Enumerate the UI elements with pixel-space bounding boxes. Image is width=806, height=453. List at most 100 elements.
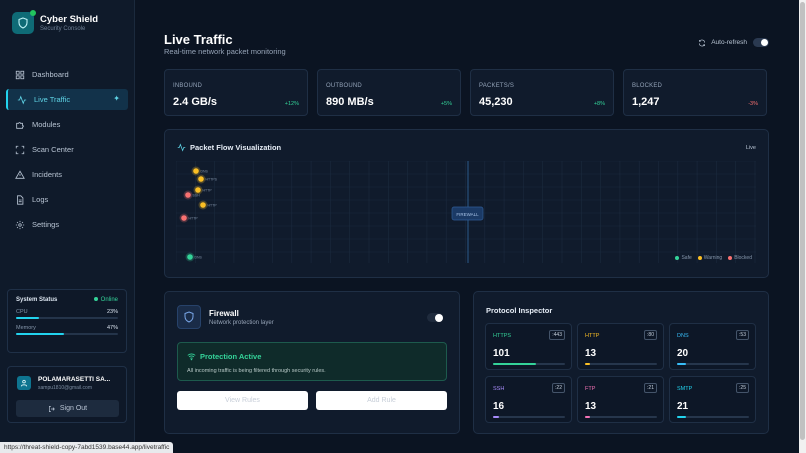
packet-warning: HTTP (193, 185, 212, 195)
user-name: POLAMARASETTI SA... (38, 376, 111, 383)
protocol-name: FTP (585, 386, 596, 392)
status-badge: Online (94, 297, 118, 303)
packet-label: DNS (195, 256, 203, 260)
stat-label: OUTBOUND (326, 83, 362, 89)
protocol-bar-fill (585, 363, 591, 365)
alert-icon (15, 169, 25, 179)
legend-blocked: Blocked (728, 255, 752, 261)
stat-delta: -3% (748, 101, 758, 107)
sidebar-nav: Dashboard Live Traffic ✦ Modules Scan Ce… (6, 64, 128, 239)
legend-safe: Safe (675, 255, 692, 261)
protocol-card-smtp[interactable]: SMTP :25 21 (669, 376, 756, 423)
stat-card-packets: PACKETS/S 45,230 +8% (470, 69, 614, 116)
protocol-card-ssh[interactable]: SSH :22 16 (485, 376, 572, 423)
grid-icon (15, 70, 25, 79)
protection-active-banner: Protection Active All incoming traffic i… (177, 342, 447, 381)
stat-value: 45,230 (479, 96, 513, 108)
activity-icon (17, 94, 27, 105)
scan-icon (15, 145, 25, 154)
packet-warning: HTTPS (196, 174, 218, 184)
firewall-node (451, 206, 484, 221)
toggle-knob (761, 39, 768, 46)
protocol-card-http[interactable]: HTTP :80 13 (577, 323, 664, 370)
packet-flow-title-text: Packet Flow Visualization (190, 143, 282, 152)
sidebar-item-scan-center[interactable]: Scan Center (6, 139, 128, 160)
packet-warning: HTTP (198, 200, 217, 210)
firewall-toggle[interactable] (427, 313, 443, 322)
memory-meter: Memory 47% (16, 325, 118, 335)
view-rules-button[interactable]: View Rules (177, 391, 308, 410)
stat-value: 890 MB/s (326, 96, 374, 108)
stat-value: 1,247 (632, 96, 660, 108)
sign-out-button[interactable]: Sign Out (16, 400, 119, 417)
protocol-bar-fill (585, 416, 591, 418)
protocol-bar-fill (493, 363, 537, 365)
sidebar-item-label: Settings (32, 220, 60, 229)
main-content: Live Traffic Real-time network packet mo… (135, 0, 799, 453)
firewall-title: Firewall (209, 309, 239, 318)
sign-out-label: Sign Out (59, 405, 88, 412)
sidebar-item-label: Modules (32, 120, 61, 129)
logout-icon (48, 405, 55, 412)
online-dot (30, 10, 36, 16)
protocol-card-https[interactable]: HTTPS :443 101 (485, 323, 572, 370)
flow-legend: Safe Warning Blocked (669, 255, 752, 261)
legend-label: Warning (703, 255, 723, 261)
protocol-port: :25 (736, 383, 749, 393)
add-rule-button[interactable]: Add Rule (316, 391, 447, 410)
sidebar-item-label: Live Traffic (34, 95, 71, 104)
page-scrollbar[interactable] (799, 0, 806, 453)
protocol-bar-fill (493, 416, 500, 418)
refresh-icon (699, 39, 706, 46)
system-status-card: System Status Online CPU 23% Memory 47% (7, 289, 127, 353)
stat-card-blocked: BLOCKED 1,247 -3% (623, 69, 767, 116)
stat-value: 2.4 GB/s (173, 96, 218, 108)
stat-card-outbound: OUTBOUND 890 MB/s +5% (317, 69, 461, 116)
avatar (17, 376, 31, 390)
packet-label: SSH (193, 194, 201, 198)
cpu-meter: CPU 23% (16, 309, 118, 319)
sidebar-item-settings[interactable]: Settings (6, 214, 128, 235)
page-title: Live Traffic (164, 32, 233, 47)
shield-icon (177, 305, 201, 329)
protocol-port: :53 (736, 330, 749, 340)
browser-status-url: https://threat-shield-copy-7abd1539.base… (0, 442, 174, 453)
cpu-bar-fill (16, 317, 40, 319)
protocol-port: :22 (552, 383, 565, 393)
protocol-grid: HTTPS :443 101 HTTP :80 13 DNS :53 20 SS… (485, 323, 756, 423)
sparkle-icon: ✦ (113, 94, 120, 103)
sidebar-item-label: Dashboard (32, 70, 69, 79)
protocol-card-ftp[interactable]: FTP :21 13 (577, 376, 664, 423)
protection-text: All incoming traffic is being filtered t… (187, 368, 326, 374)
system-status-title: System Status (16, 297, 58, 303)
live-indicator: Live (745, 145, 756, 151)
sidebar-item-modules[interactable]: Modules (6, 114, 128, 135)
packet-warning: DNS (191, 166, 209, 176)
scrollbar-thumb[interactable] (800, 2, 805, 440)
protocol-count: 20 (677, 348, 689, 359)
stat-delta: +8% (593, 101, 605, 107)
wifi-icon (187, 353, 196, 361)
protocol-count: 21 (677, 401, 689, 412)
user-email: sampu1810@gmail.com (38, 385, 92, 391)
protection-title-text: Protection Active (200, 352, 262, 361)
packet-label: DNS (201, 170, 209, 174)
sidebar-item-live-traffic[interactable]: Live Traffic ✦ (6, 89, 128, 110)
protocol-card-dns[interactable]: DNS :53 20 (669, 323, 756, 370)
protocol-port: :80 (644, 330, 657, 340)
sidebar-item-label: Logs (32, 195, 49, 204)
stat-card-inbound: INBOUND 2.4 GB/s +12% (164, 69, 308, 116)
protocol-count: 16 (493, 401, 505, 412)
gear-icon (15, 220, 25, 229)
stat-label: PACKETS/S (479, 83, 515, 89)
auto-refresh-toggle[interactable] (753, 38, 769, 47)
memory-value: 47% (106, 325, 118, 331)
cpu-label: CPU (16, 309, 28, 315)
shield-icon (12, 10, 36, 34)
sidebar-item-logs[interactable]: Logs (6, 189, 128, 210)
sidebar-item-incidents[interactable]: Incidents (6, 164, 128, 185)
protocol-port: :21 (644, 383, 657, 393)
sidebar-item-dashboard[interactable]: Dashboard (6, 64, 128, 85)
protocol-name: DNS (677, 333, 689, 339)
